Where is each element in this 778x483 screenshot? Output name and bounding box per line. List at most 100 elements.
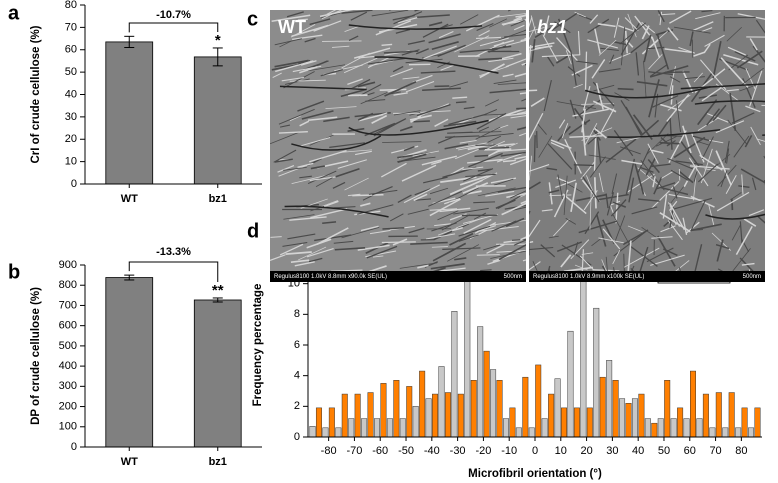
fibril [498,243,526,261]
fibril [290,259,310,264]
fibril [420,110,451,113]
fibril [669,206,674,229]
fibril [757,215,765,224]
fibril [271,14,311,23]
fibril [529,27,545,33]
fibril [636,81,668,87]
bar [567,330,574,438]
bar [438,366,445,438]
fibril [682,217,688,236]
fibril [576,60,598,65]
fibril [466,131,502,133]
fibril [548,12,578,33]
fibril [506,192,526,199]
fibril [456,217,483,229]
fibril [458,234,479,242]
fibril [742,277,745,282]
fibril [476,254,500,256]
fibril [497,195,521,210]
fibril [496,152,525,163]
fibril [697,99,718,126]
fibril [475,126,501,140]
fibril [542,34,558,62]
fibril [493,178,514,186]
fibril [429,208,458,211]
fibril [529,261,541,271]
fibril [365,250,397,258]
fibril [643,61,647,98]
fibril [693,72,703,83]
fibril [380,162,407,178]
fibril [340,149,372,153]
fibril [591,238,602,247]
fibril [627,225,645,233]
bar [412,406,419,438]
fibril [334,247,366,251]
fibril [423,176,448,184]
y-tick-label: 100 [59,421,77,433]
fibril [441,214,471,231]
fibril [423,45,457,60]
fibril [593,177,597,209]
y-tick-label: 800 [59,279,77,291]
fibril [529,42,555,49]
fibril [613,129,634,157]
x-tick-label: -70 [346,445,362,457]
error-bar [212,47,223,67]
fibril [468,152,503,168]
fibril [333,240,354,244]
fibril [704,168,716,172]
fibril [408,227,425,234]
fibril [627,240,632,276]
fibril [343,57,378,74]
bar [335,427,342,438]
y-tick-label: 500 [59,340,77,352]
fibril [397,194,412,203]
fibril [434,223,451,227]
x-tick-label: 60 [684,445,696,457]
bar [496,380,503,438]
fibril [550,141,565,150]
fibril [465,14,500,32]
fibril [704,34,725,47]
fibril [478,132,514,138]
fibril [488,107,526,122]
fibril [569,135,603,138]
fibril [752,45,765,63]
fibril [693,244,703,276]
fibril [476,225,496,233]
bar [419,370,426,438]
fibril [584,51,588,91]
fibril [299,66,318,74]
fibril [612,249,621,265]
fibril [634,163,645,195]
fibril [476,112,507,130]
fibril [541,54,580,58]
fibril [577,31,581,56]
fibril [333,206,356,209]
fibril [651,36,661,59]
fibril [496,13,526,18]
fibril [397,16,421,24]
fibril [297,100,325,112]
fibril [563,175,568,215]
fibril [595,82,604,110]
fibril [375,20,412,36]
fibril [556,101,597,110]
fibril [401,49,420,56]
bar [457,393,464,438]
fibril [373,118,407,137]
fibril [297,59,311,65]
fibril [337,159,367,169]
fibril [294,261,315,267]
fibril [352,193,384,197]
bar [677,407,684,438]
fibril [478,29,490,37]
fibril [743,218,757,227]
fibril [676,100,681,133]
fibril [413,193,428,202]
fibril [278,131,308,134]
fibril [501,202,526,216]
bar [683,418,690,438]
fibril [511,206,526,211]
